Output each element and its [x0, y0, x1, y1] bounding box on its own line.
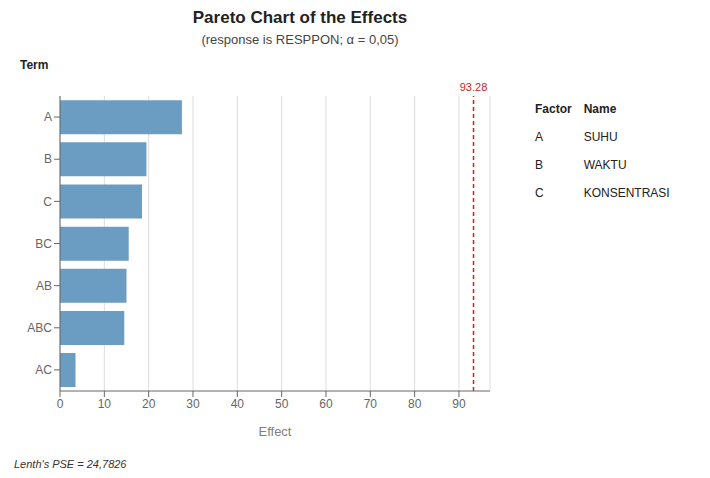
- html-text:Factor: Factor: [535, 102, 572, 116]
- html-text:A: A: [535, 130, 543, 144]
- html-text:Lenth's PSE = 24,7826: Lenth's PSE = 24,7826: [14, 458, 127, 470]
- svg-text:40: 40: [231, 397, 245, 411]
- svg-text:20: 20: [142, 397, 156, 411]
- svg-text:90: 90: [452, 397, 466, 411]
- svg-text:AB: AB: [36, 279, 52, 293]
- svg-text:60: 60: [319, 397, 333, 411]
- svg-text:10: 10: [98, 397, 112, 411]
- html-text:C: C: [535, 186, 544, 200]
- svg-text:0: 0: [57, 397, 64, 411]
- html-text:(response is RESPPON; α = 0,05: (response is RESPPON; α = 0,05): [201, 32, 399, 47]
- svg-text:C: C: [43, 195, 52, 209]
- svg-text:BC: BC: [35, 237, 52, 251]
- svg-text:93.28: 93.28: [460, 81, 488, 93]
- svg-text:80: 80: [408, 397, 422, 411]
- svg-text:Effect: Effect: [258, 424, 291, 439]
- html-text:WAKTU: WAKTU: [583, 158, 627, 172]
- html-text:SUHU: SUHU: [583, 130, 618, 144]
- html-text:KONSENTRASI: KONSENTRASI: [583, 186, 670, 200]
- svg-text:AC: AC: [35, 363, 52, 377]
- svg-text:ABC: ABC: [27, 321, 52, 335]
- svg-text:30: 30: [186, 397, 200, 411]
- svg-text:A: A: [44, 110, 52, 124]
- html-text:Pareto Chart of the Effects: Pareto Chart of the Effects: [192, 8, 408, 27]
- svg-text:50: 50: [275, 397, 289, 411]
- svg-text:B: B: [44, 152, 52, 166]
- html-text:B: B: [535, 158, 543, 172]
- html-text:Term: Term: [20, 58, 49, 72]
- svg-text:70: 70: [364, 397, 378, 411]
- html-text:Name: Name: [583, 102, 617, 116]
